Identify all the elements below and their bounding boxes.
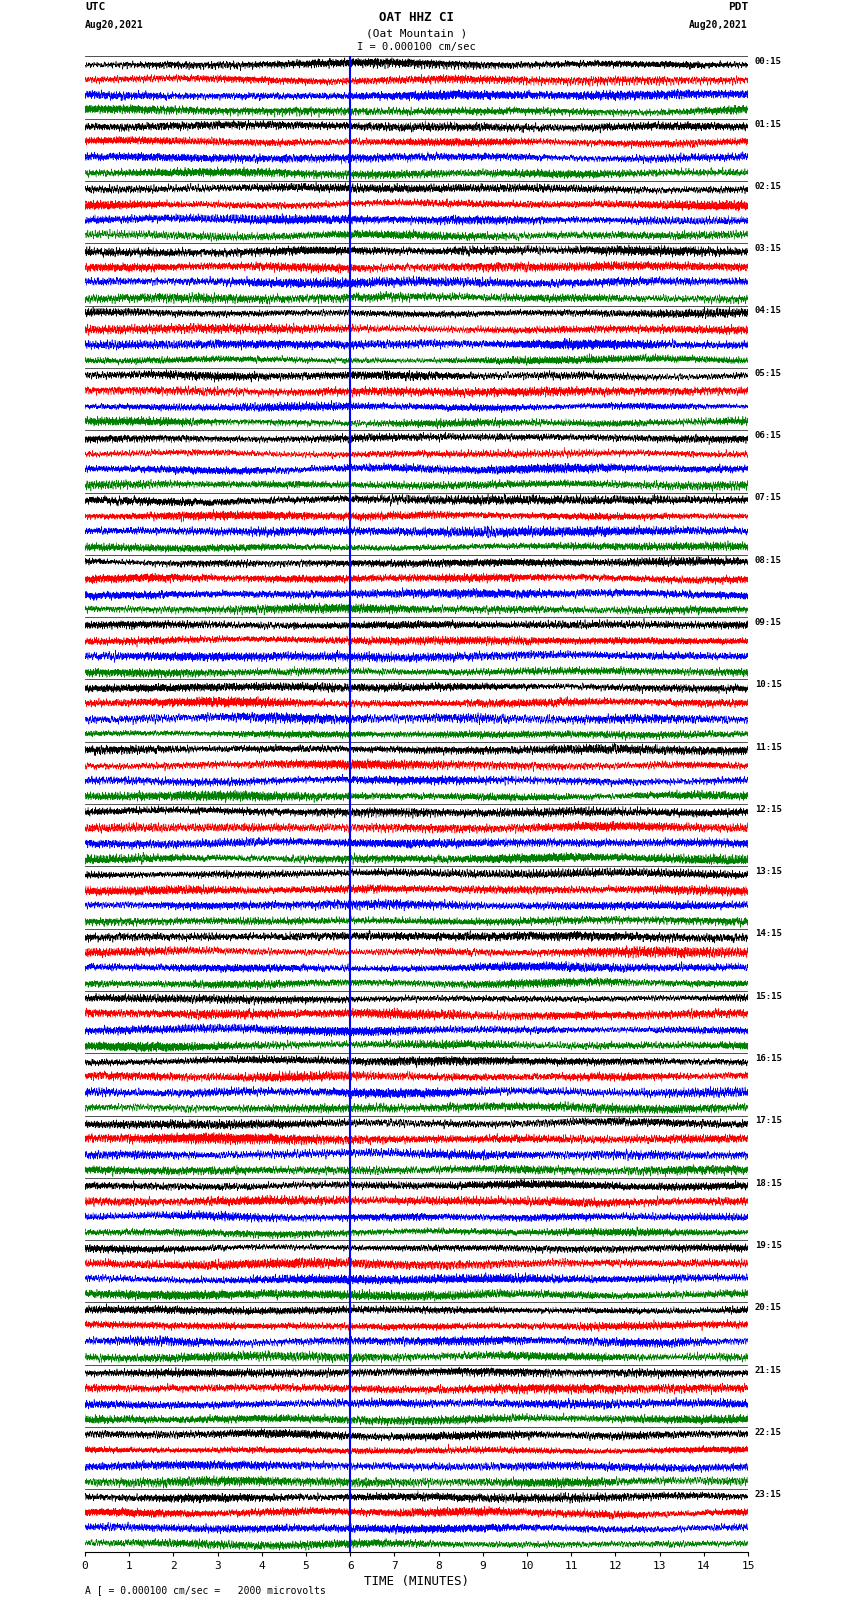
Text: 23:15: 23:15: [755, 1490, 781, 1498]
Text: 21:15: 21:15: [755, 1366, 781, 1374]
Text: 15:15: 15:15: [755, 992, 781, 1000]
Text: (Oat Mountain ): (Oat Mountain ): [366, 29, 468, 39]
Text: 02:15: 02:15: [755, 182, 781, 190]
Text: 03:15: 03:15: [755, 244, 781, 253]
Text: 01:15: 01:15: [755, 119, 781, 129]
Text: 04:15: 04:15: [755, 306, 781, 316]
Text: PDT: PDT: [728, 2, 748, 11]
Text: 13:15: 13:15: [755, 868, 781, 876]
Text: 11:15: 11:15: [755, 742, 781, 752]
Text: 05:15: 05:15: [755, 369, 781, 377]
Text: 00:15: 00:15: [755, 56, 781, 66]
Text: OAT HHZ CI: OAT HHZ CI: [379, 11, 454, 24]
Text: I = 0.000100 cm/sec: I = 0.000100 cm/sec: [357, 42, 476, 52]
Text: A [ = 0.000100 cm/sec =   2000 microvolts: A [ = 0.000100 cm/sec = 2000 microvolts: [85, 1584, 326, 1595]
X-axis label: TIME (MINUTES): TIME (MINUTES): [364, 1574, 469, 1587]
Text: 07:15: 07:15: [755, 494, 781, 502]
Text: 08:15: 08:15: [755, 555, 781, 565]
Text: 12:15: 12:15: [755, 805, 781, 815]
Text: 20:15: 20:15: [755, 1303, 781, 1313]
Text: UTC: UTC: [85, 2, 105, 11]
Text: 14:15: 14:15: [755, 929, 781, 939]
Text: Aug20,2021: Aug20,2021: [85, 19, 144, 29]
Text: 18:15: 18:15: [755, 1179, 781, 1187]
Text: 19:15: 19:15: [755, 1240, 781, 1250]
Text: 22:15: 22:15: [755, 1428, 781, 1437]
Text: 17:15: 17:15: [755, 1116, 781, 1126]
Text: 10:15: 10:15: [755, 681, 781, 689]
Text: Aug20,2021: Aug20,2021: [689, 19, 748, 29]
Text: 06:15: 06:15: [755, 431, 781, 440]
Text: 09:15: 09:15: [755, 618, 781, 627]
Text: 16:15: 16:15: [755, 1053, 781, 1063]
